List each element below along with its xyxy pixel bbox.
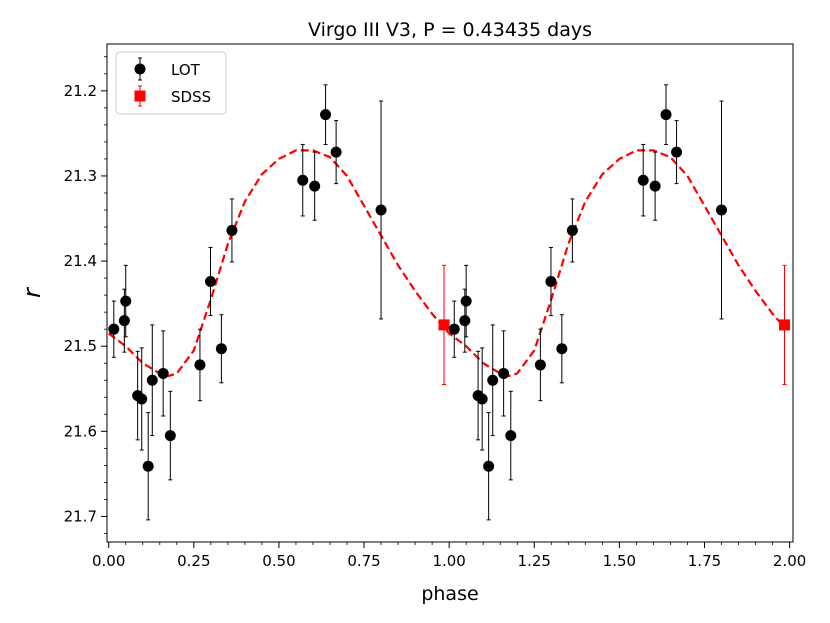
lot-point <box>226 224 238 236</box>
plot-frame <box>106 43 794 543</box>
lot-point <box>120 295 132 307</box>
lot-point <box>671 146 683 158</box>
x-tick-label: 1.75 <box>688 552 721 570</box>
x-axis-label: phase <box>421 583 478 605</box>
lot-point <box>194 359 206 371</box>
lot-point <box>649 180 661 192</box>
legend: LOT SDSS <box>115 51 227 115</box>
lot-point <box>545 276 557 288</box>
y-tick-label: 21.2 <box>64 82 97 100</box>
y-tick-label: 21.5 <box>64 337 97 355</box>
lot-point <box>142 460 154 472</box>
lot-point <box>534 359 546 371</box>
lot-point <box>309 180 321 192</box>
lot-point <box>375 204 387 216</box>
lot-point <box>660 109 672 121</box>
fit-curve <box>108 149 788 378</box>
lot-point <box>460 295 472 307</box>
lot-point <box>566 224 578 236</box>
x-tick-label: 1.50 <box>603 552 636 570</box>
lot-point <box>505 430 517 442</box>
x-tick-label: 0.00 <box>92 552 125 570</box>
x-tick-label: 1.25 <box>518 552 551 570</box>
x-tick-label: 2.00 <box>773 552 806 570</box>
lot-point <box>215 343 227 355</box>
x-tick-label: 0.50 <box>262 552 295 570</box>
lot-point <box>204 276 216 288</box>
lot-point <box>476 393 488 405</box>
x-tick-label: 0.75 <box>347 552 380 570</box>
x-tick-label: 0.25 <box>177 552 210 570</box>
lot-point <box>716 204 728 216</box>
lot-point <box>297 174 309 186</box>
legend-label-sdss: SDSS <box>171 88 211 106</box>
y-tick-label: 21.4 <box>64 252 97 270</box>
y-tick-label: 21.6 <box>64 422 97 440</box>
y-axis-label: r <box>18 286 46 298</box>
lot-point <box>164 430 176 442</box>
chart-title: Virgo III V3, P = 0.43435 days <box>308 19 592 41</box>
lot-point <box>157 367 169 379</box>
sdss-point <box>438 319 450 331</box>
legend-marker-sdss <box>134 85 146 107</box>
sdss-point <box>778 319 790 331</box>
lot-point <box>448 323 460 335</box>
legend-label-lot: LOT <box>171 61 201 79</box>
x-tick-label: 1.00 <box>432 552 465 570</box>
legend-marker-lot <box>134 57 146 81</box>
lot-point <box>136 393 148 405</box>
y-tick-label: 21.3 <box>64 167 97 185</box>
lot-point <box>459 315 471 327</box>
lot-point <box>146 374 158 386</box>
lot-point <box>487 374 499 386</box>
lot-point <box>556 343 568 355</box>
lot-point <box>498 367 510 379</box>
lot-point <box>330 146 342 158</box>
lot-point <box>118 315 130 327</box>
y-tick-label: 21.7 <box>64 507 97 525</box>
lot-point <box>483 460 495 472</box>
lot-point <box>637 174 649 186</box>
lot-point <box>108 323 120 335</box>
lot-point <box>320 109 332 121</box>
